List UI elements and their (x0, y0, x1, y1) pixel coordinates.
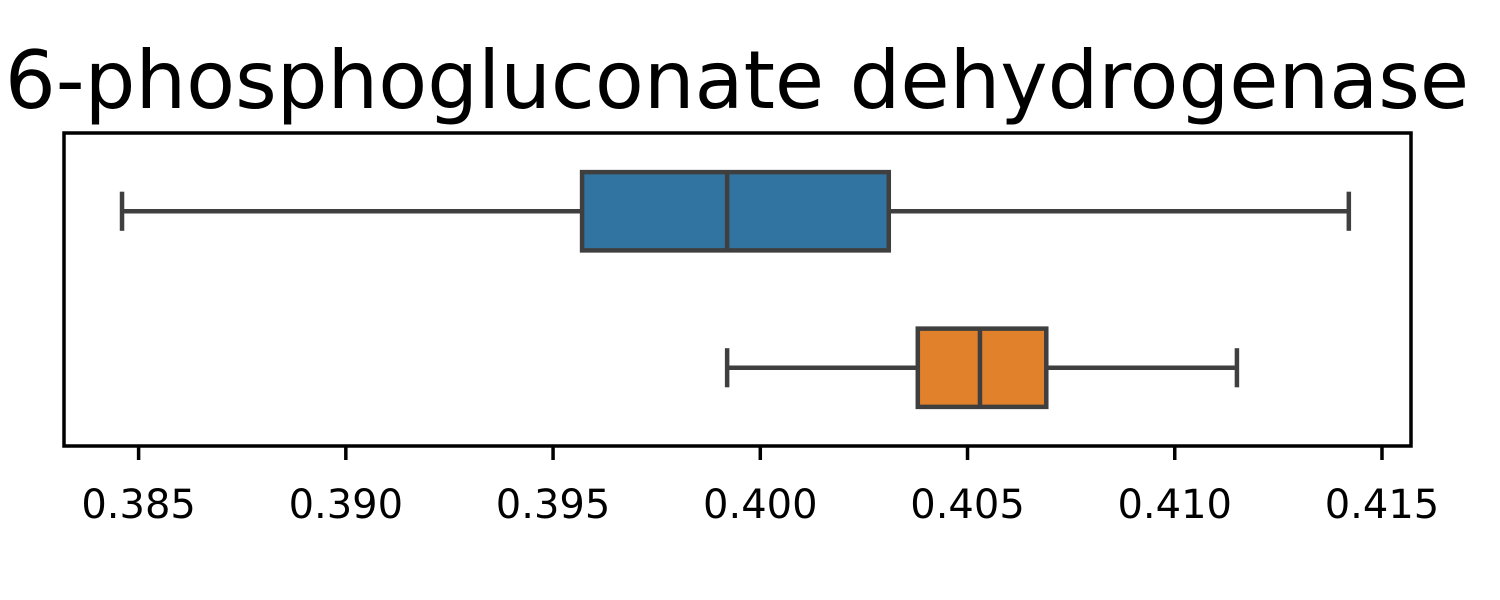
x-tick-label: 0.410 (1117, 482, 1232, 528)
chart-title: 6-phosphogluconate dehydrogenase (5, 34, 1469, 127)
x-tick-label: 0.400 (703, 482, 818, 528)
x-tick-label: 0.415 (1325, 482, 1440, 528)
x-tick-label: 0.405 (910, 482, 1025, 528)
plot-frame (62, 131, 1413, 448)
x-tick-label: 0.390 (289, 482, 404, 528)
x-tick-label: 0.385 (81, 482, 196, 528)
x-tick-label: 0.395 (496, 482, 611, 528)
box-1-iqr (579, 169, 892, 253)
plot-area: 0.385 0.390 0.395 0.400 0.405 0.410 0.415 (62, 131, 1440, 528)
